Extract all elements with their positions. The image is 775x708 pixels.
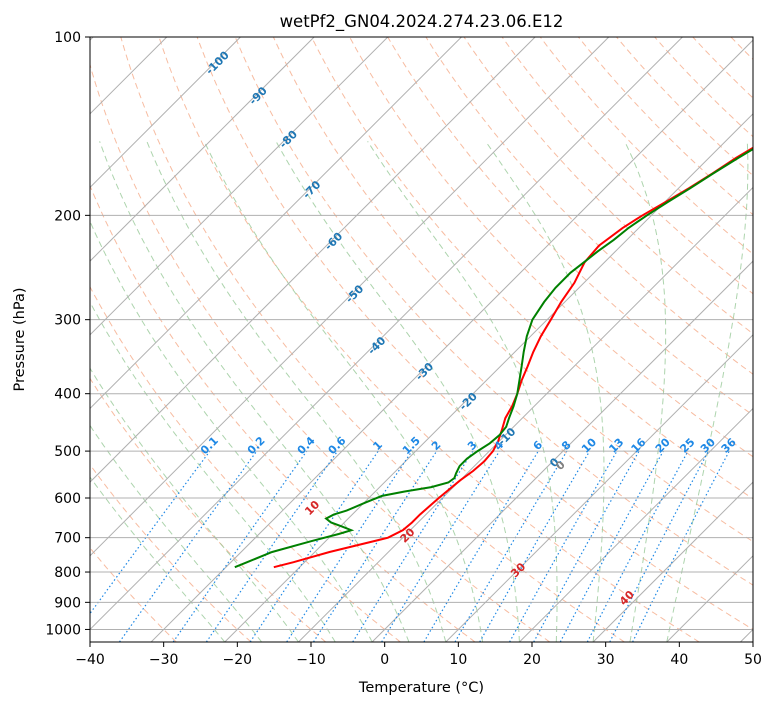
x-axis-label: Temperature (°C) (358, 680, 484, 696)
isotherm (150, 39, 753, 642)
temperature-line (273, 146, 753, 569)
dry-adiabat (311, 37, 753, 500)
isotherm (224, 113, 753, 642)
x-tick-label: 0 (380, 652, 389, 668)
isotherm (90, 37, 241, 189)
mixing-ratio-line (381, 450, 501, 642)
isotherm (371, 260, 753, 642)
y-tick-label: 500 (54, 444, 81, 460)
y-tick-label: 800 (54, 565, 81, 581)
dry-adiabat (90, 377, 327, 642)
dry-adiabat (463, 37, 753, 335)
y-tick-label: 200 (54, 208, 81, 224)
x-tick-label: −40 (75, 652, 105, 668)
mixing-ratio-line (205, 450, 338, 642)
x-axis: −40 −30 −20 −10 0 10 20 30 40 50 (75, 642, 762, 668)
y-tick-label: 600 (54, 491, 81, 507)
isotherm (90, 37, 315, 262)
x-tick-label: 50 (744, 652, 762, 668)
dry-adiabat (272, 37, 753, 543)
isotherm (298, 186, 753, 642)
x-tick-label: 40 (670, 652, 688, 668)
isotherm (592, 481, 753, 642)
profiles (234, 146, 753, 569)
isotherm (90, 37, 462, 410)
dry-adiabat (234, 37, 753, 586)
y-tick-label: 100 (54, 30, 81, 46)
mixing-ratio-line (632, 450, 730, 642)
dry-adiabat (158, 37, 700, 642)
x-tick-label: −20 (223, 652, 253, 668)
mixing-ratio-line (286, 450, 413, 642)
mixing-ratio-line (249, 450, 379, 642)
isotherm (90, 37, 389, 336)
dewpoint-line (234, 147, 753, 569)
y-tick-label: 300 (54, 313, 81, 329)
mixing-ratio-line (172, 450, 308, 642)
mixing-ratio-line (119, 450, 258, 642)
y-tick-label: 900 (54, 595, 81, 611)
dry-adiabat (120, 37, 625, 642)
dry-adiabat (196, 37, 753, 630)
isotherm (445, 334, 753, 642)
isotherm (519, 407, 753, 642)
dry-adiabat (90, 62, 551, 642)
mixing-ratio-line (533, 450, 640, 642)
dry-adiabat (90, 463, 252, 642)
chart-title: wetPf2_GN04.2024.274.23.06.E12 (280, 12, 564, 32)
x-tick-label: 20 (523, 652, 541, 668)
y-axis-label: Pressure (hPa) (12, 287, 28, 391)
mixing-ratio-line (90, 450, 211, 615)
y-tick-label: 400 (54, 387, 81, 403)
x-tick-label: −10 (296, 652, 326, 668)
x-tick-label: −30 (149, 652, 179, 668)
x-tick-label: 10 (449, 652, 467, 668)
mixing-ratio-line (509, 450, 618, 642)
mixing-ratio-line (559, 450, 664, 642)
y-axis: 100 200 300 400 500 600 700 800 900 1000 (45, 30, 90, 638)
mixing-ratio-line (352, 450, 474, 642)
isotherm (90, 37, 683, 631)
x-tick-label: 30 (597, 652, 615, 668)
dry-adiabat (501, 37, 753, 295)
isotherm (90, 37, 536, 483)
plot-frame (89, 36, 754, 643)
pressure-grid (90, 37, 753, 630)
isotherm (90, 37, 610, 557)
y-tick-label: 1000 (45, 622, 81, 638)
y-tick-label: 700 (54, 531, 81, 547)
mixing-ratio-line (312, 450, 438, 642)
